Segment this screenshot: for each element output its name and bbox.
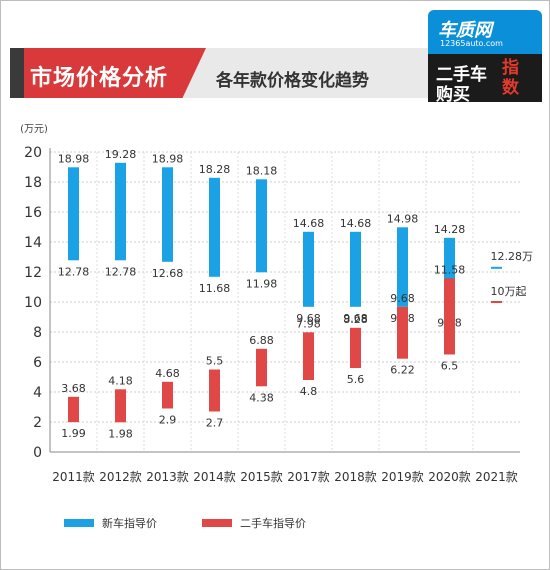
used-high-label-1: 4.18: [108, 374, 133, 387]
x-tick-0: 2011款: [52, 470, 95, 484]
used-low-label-3: 2.7: [206, 417, 224, 430]
used-bar-8: [444, 278, 455, 355]
new-low-label-5: 9.68: [296, 312, 321, 325]
x-tick-4: 2015款: [240, 470, 283, 484]
used-low-label-4: 4.38: [249, 391, 274, 404]
new-legend-label: 新车指导价: [102, 516, 157, 530]
y-tick-10: 10: [24, 295, 42, 311]
new-bar-3: [209, 177, 220, 277]
y-tick-6: 6: [33, 355, 42, 371]
new-legend-swatch: [64, 519, 94, 527]
new-high-label-4: 18.18: [246, 164, 278, 177]
x-tick-9: 2021款: [475, 470, 518, 484]
new-low-label-2: 12.68: [152, 267, 184, 280]
new-high-label-5: 14.68: [293, 217, 325, 230]
page-subtitle: 各年款价格变化趋势: [216, 71, 369, 91]
new-low-label-3: 11.68: [199, 282, 231, 295]
used-low-label-2: 2.9: [159, 414, 177, 427]
x-tick-8: 2020款: [428, 470, 471, 484]
used-high-label-8: 11.58: [434, 263, 466, 276]
y-tick-20: 20: [24, 145, 42, 161]
used-bar-0: [68, 396, 79, 423]
new-low-label-0: 12.78: [58, 265, 90, 278]
new-high-label-6: 14.68: [340, 217, 372, 230]
used-high-label-3: 5.5: [206, 355, 224, 368]
logo-brand-text: 车质网: [438, 20, 492, 41]
y-tick-16: 16: [24, 205, 42, 221]
x-tick-7: 2019款: [381, 470, 424, 484]
used-legend-label: 二手车指导价: [240, 516, 306, 530]
page-title: 市场价格分析: [30, 66, 169, 91]
new-bar-8: [444, 237, 455, 312]
new-bar-5: [303, 231, 314, 307]
y-tick-8: 8: [33, 325, 42, 341]
x-tick-2: 2013款: [146, 470, 189, 484]
used-high-label-7: 9.68: [390, 292, 415, 305]
logo-url-text: 12365auto.com: [440, 39, 503, 48]
used-low-label-1: 1.98: [108, 427, 133, 440]
x-tick-5: 2017款: [287, 470, 330, 484]
used-low-label-6: 5.6: [347, 373, 365, 386]
new-high-label-8: 14.28: [434, 223, 466, 236]
used-low-label-5: 4.8: [300, 385, 318, 398]
new-high-label-7: 14.98: [387, 212, 419, 225]
new-bar-1: [115, 162, 126, 261]
used-high-label-5: 7.98: [296, 317, 321, 330]
new-high-label-0: 18.98: [58, 152, 90, 165]
x-tick-1: 2012款: [99, 470, 142, 484]
new-high-label-3: 18.28: [199, 163, 231, 176]
new-bar-0: [68, 167, 79, 261]
used-high-label-6: 8.28: [343, 313, 368, 326]
y-tick-4: 4: [33, 385, 42, 401]
new-low-label-6: 9.68: [343, 312, 368, 325]
used-high-label-0: 3.68: [61, 382, 86, 395]
new-bar-2: [162, 167, 173, 262]
logo-line3: 指数: [502, 58, 519, 98]
used-bar-6: [350, 327, 361, 368]
new-bar-9: [491, 266, 502, 269]
used-bar-5: [303, 332, 314, 380]
used-bar-9: [491, 301, 502, 303]
new-bar-4: [256, 179, 267, 273]
new-bar-7: [397, 227, 408, 307]
new-high-label-2: 18.98: [152, 152, 184, 165]
used-bar-2: [162, 381, 173, 409]
used-low-label-7: 6.22: [390, 364, 415, 377]
x-tick-6: 2018款: [334, 470, 377, 484]
logo-line2: 购买: [436, 85, 470, 105]
logo-top-panel: [428, 10, 542, 54]
y-tick-2: 2: [33, 415, 42, 431]
used-high-label-9: 10万起: [491, 285, 527, 298]
used-bar-7: [397, 306, 408, 359]
y-tick-0: 0: [33, 445, 42, 461]
used-bar-4: [256, 348, 267, 387]
new-low-label-1: 12.78: [105, 265, 137, 278]
x-tick-3: 2014款: [193, 470, 236, 484]
y-tick-12: 12: [24, 265, 42, 281]
logo-line1: 二手车: [436, 65, 487, 85]
used-low-label-8: 6.5: [441, 360, 459, 373]
used-high-label-4: 6.88: [249, 334, 274, 347]
used-bar-1: [115, 389, 126, 423]
used-low-label-0: 1.99: [61, 427, 86, 440]
used-high-label-2: 4.68: [155, 367, 180, 380]
new-bar-6: [350, 231, 361, 307]
new-high-label-1: 19.28: [105, 148, 137, 161]
used-bar-3: [209, 369, 220, 412]
new-low-label-4: 11.98: [246, 277, 278, 290]
y-tick-14: 14: [24, 235, 42, 251]
logo-bottom-panel: [428, 54, 542, 102]
y-axis-label: (万元): [20, 124, 48, 135]
brand-logo: 车质网 12365auto.com 二手车 购买 指数: [428, 10, 542, 105]
used-legend-swatch: [202, 519, 232, 527]
new-high-label-9: 12.28万: [491, 250, 534, 263]
y-tick-18: 18: [24, 175, 42, 191]
title-box: [10, 48, 206, 98]
